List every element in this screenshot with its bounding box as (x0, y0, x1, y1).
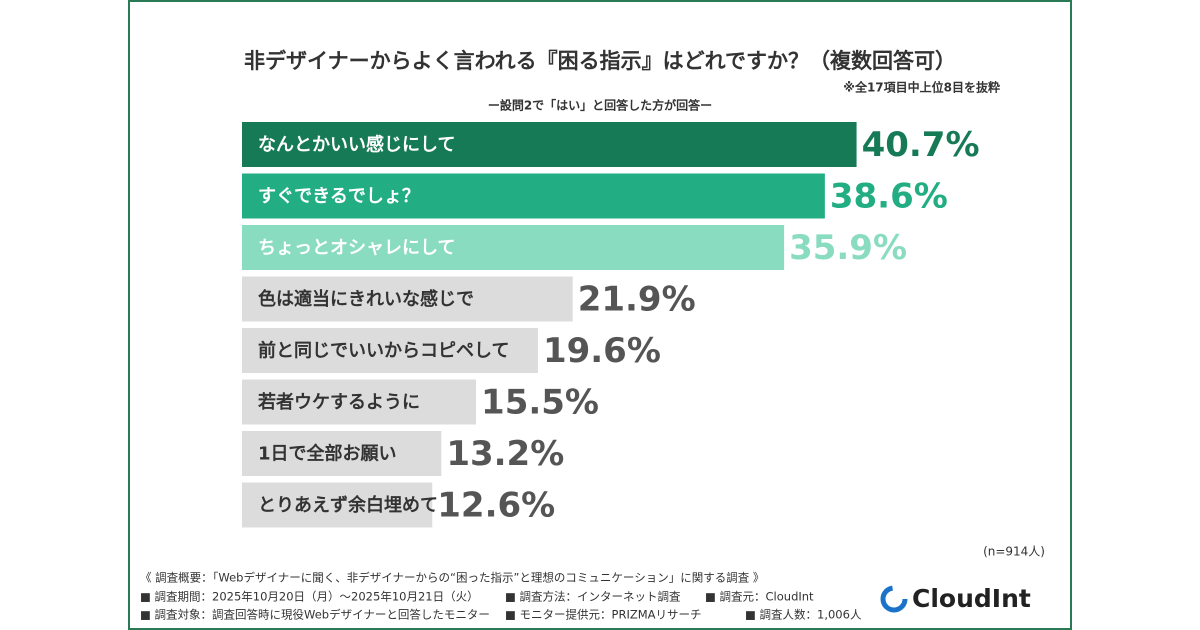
category-label: ちょっとオシャレにして (258, 238, 455, 259)
subtitle: ※全17項目中上位8目を抜粋 (843, 80, 1000, 95)
bar (242, 328, 538, 373)
category-label: 若者ウケするように (257, 391, 420, 413)
value-label: 19.6% (543, 331, 661, 371)
footer-item: ■ 調査対象：調査回答時に現役Webデザイナーと回答したモニター (140, 608, 490, 622)
bar (242, 482, 433, 528)
footer-item: ■ 調査人数：1,006人 (745, 608, 862, 622)
category-label: 前と同じでいいからコピペして (258, 340, 509, 362)
value-label: 21.9% (578, 280, 696, 320)
category-label: 1日で全部お願い (258, 443, 397, 465)
bar (242, 173, 825, 219)
value-label: 13.2% (446, 434, 564, 474)
logo: CloudInt (880, 584, 1031, 613)
value-label: 38.6% (830, 177, 948, 217)
category-label: 色は適当にきれいな感じで (258, 288, 474, 310)
logo-icon (880, 585, 908, 613)
value-label: 12.6% (437, 486, 555, 526)
footer-item: ■ モニター提供元：PRIZMAリサーチ (505, 608, 702, 622)
bar (242, 431, 442, 476)
bar (242, 379, 477, 425)
category-label: とりあえず余白埋めて (258, 494, 438, 516)
chart-title: 非デザイナーからよく言われる『困る指示』はどれですか？（複数回答可） (244, 49, 956, 73)
footer-item: ■ 調査期間：2025年10月20日（月）〜2025年10月21日（火） (140, 590, 479, 604)
footer-item: ■ 調査元：CloudInt (705, 590, 814, 604)
value-label: 15.5% (481, 383, 599, 423)
note: ー設問2で「はい」と回答した方が回答ー (488, 98, 712, 113)
logo-text: CloudInt (912, 584, 1031, 613)
category-label: なんとかいい感じにして (258, 134, 455, 156)
value-label: 35.9% (789, 228, 907, 268)
survey-summary: 《 調査概要：「Webデザイナーに聞く、非デザイナーからの“困った指示”と理想の… (140, 571, 764, 585)
footer-item: ■ 調査方法：インターネット調査 (505, 590, 681, 604)
bar (242, 276, 573, 322)
category-label: すぐできるでしょ？ (258, 186, 420, 207)
value-label: 40.7% (862, 125, 980, 165)
bar (242, 225, 785, 270)
sample-size: (n=914人) (983, 545, 1045, 559)
bar (242, 122, 857, 167)
